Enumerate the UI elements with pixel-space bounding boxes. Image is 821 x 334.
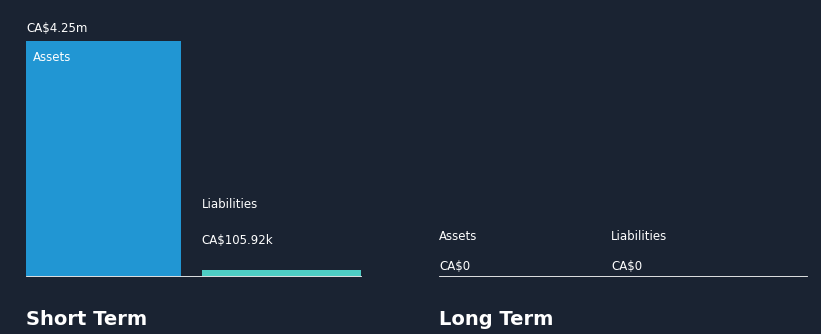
Text: Short Term: Short Term	[26, 310, 147, 329]
Bar	[26, 41, 181, 276]
Bar	[202, 271, 361, 276]
Text: CA$0: CA$0	[611, 260, 642, 273]
Text: CA$4.25m: CA$4.25m	[26, 21, 87, 34]
Text: Assets: Assets	[33, 51, 71, 64]
Text: Liabilities: Liabilities	[611, 230, 667, 243]
Text: Assets: Assets	[439, 230, 478, 243]
Text: CA$105.92k: CA$105.92k	[202, 234, 273, 247]
Text: Liabilities: Liabilities	[202, 198, 258, 211]
Text: Long Term: Long Term	[439, 310, 553, 329]
Text: CA$0: CA$0	[439, 260, 470, 273]
